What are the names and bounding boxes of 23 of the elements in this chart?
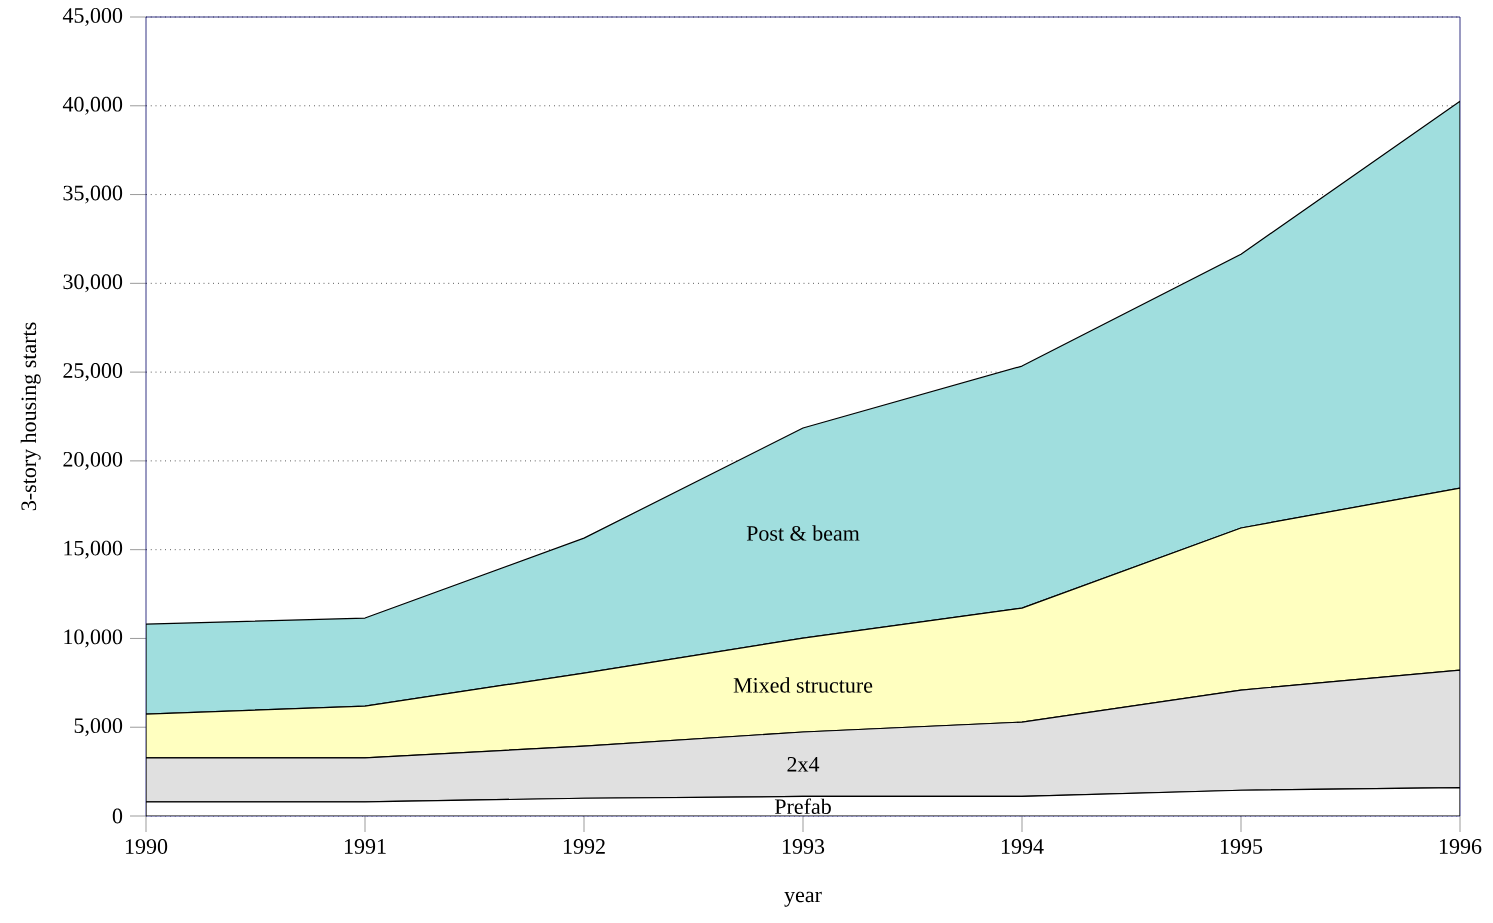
y-tick-label: 25,000 bbox=[63, 363, 123, 382]
x-tick-label: 1992 bbox=[563, 839, 605, 854]
x-tick-label: 1996 bbox=[1439, 839, 1482, 854]
series-label: Post & beam bbox=[746, 525, 860, 541]
y-tick-label: 15,000 bbox=[64, 540, 123, 559]
y-tick-label: 5,000 bbox=[74, 718, 123, 737]
series-label: Mixed structure bbox=[733, 677, 873, 693]
x-tick-label: 1991 bbox=[344, 839, 386, 854]
series-label: 2x4 bbox=[787, 756, 820, 772]
x-tick-label: 1993 bbox=[782, 839, 825, 854]
y-tick-label: 30,000 bbox=[63, 274, 123, 293]
y-tick-label: 45,000 bbox=[62, 8, 123, 27]
x-tick-label: 1995 bbox=[1220, 839, 1263, 854]
x-axis-title: year bbox=[784, 891, 822, 907]
y-tick-label: 10,000 bbox=[64, 629, 123, 648]
y-axis-title: 3-story housing starts bbox=[20, 322, 41, 511]
y-tick-label: 0 bbox=[112, 808, 123, 824]
y-tick-label: 40,000 bbox=[62, 96, 123, 115]
x-tick-label: 1990 bbox=[125, 839, 168, 854]
y-tick-label: 35,000 bbox=[63, 185, 123, 204]
y-tick-label: 20,000 bbox=[63, 451, 123, 470]
series-label: Prefab bbox=[774, 798, 831, 815]
x-tick-label: 1994 bbox=[1001, 839, 1044, 854]
